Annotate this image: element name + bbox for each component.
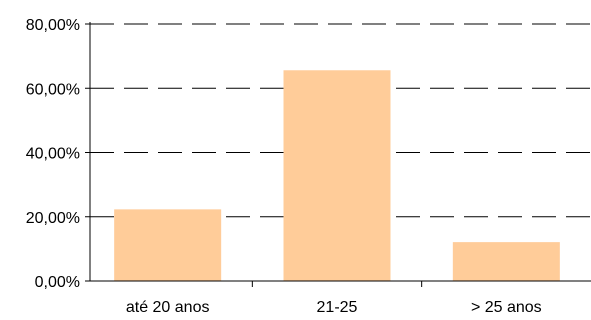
y-tick-label: 60,00%: [26, 81, 80, 98]
x-tick-label: até 20 anos: [126, 299, 210, 316]
bar: [114, 209, 222, 281]
bars: [114, 70, 560, 281]
y-tick-label: 40,00%: [26, 146, 80, 163]
bar: [283, 70, 391, 281]
bar: [452, 242, 560, 281]
x-tick-label: 21-25: [317, 299, 358, 316]
y-tick-label: 20,00%: [26, 210, 80, 227]
y-axis-tick-labels: 0,00% 20,00% 40,00% 60,00% 80,00%: [26, 17, 80, 291]
y-tick-label: 80,00%: [26, 17, 80, 34]
y-tick-label: 0,00%: [35, 274, 80, 291]
x-axis-tick-labels: até 20 anos 21-25 > 25 anos: [126, 299, 542, 316]
axes: [85, 22, 591, 287]
x-tick-label: > 25 anos: [471, 299, 542, 316]
